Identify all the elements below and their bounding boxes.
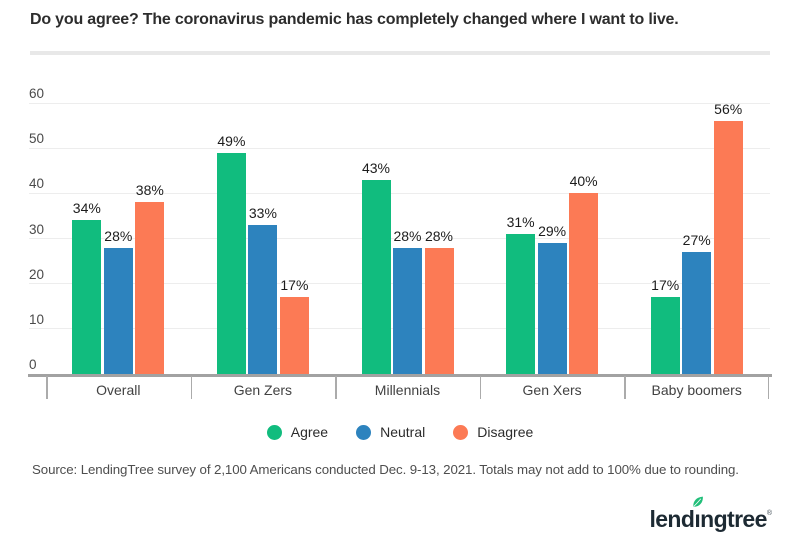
bar-value-label: 28% (424, 227, 454, 244)
bar (650, 297, 680, 374)
legend-item-disagree: Disagree (453, 424, 533, 440)
bar-value-label: 17% (280, 277, 309, 294)
y-axis-tick-label: 50 (29, 131, 45, 147)
bar (279, 297, 309, 374)
legend-item-neutral: Neutral (356, 424, 425, 440)
bar-value-label: 38% (135, 182, 164, 199)
leaf-icon (693, 496, 704, 507)
bar (393, 247, 422, 374)
bar-value-label: 49% (217, 132, 246, 149)
x-axis-category-label: Overall (96, 382, 141, 398)
legend-label: Agree (290, 424, 329, 440)
y-axis-tick-label: 30 (29, 221, 45, 237)
registered-mark: ® (766, 510, 772, 517)
y-axis-tick-label: 20 (29, 266, 45, 282)
y-axis-tick-label: 0 (29, 357, 37, 372)
x-axis-tick (190, 376, 193, 399)
legend: Agree Neutral Disagree (0, 424, 800, 440)
legend-label: Neutral (380, 424, 426, 440)
bar (72, 220, 102, 374)
bar (537, 243, 567, 374)
bar (506, 233, 536, 374)
legend-swatch (453, 424, 469, 440)
bar-value-label: 28% (393, 227, 422, 244)
gridline (29, 147, 770, 149)
x-axis-category-label: Gen Zers (233, 382, 293, 398)
legend-item-agree: Agree (266, 424, 329, 440)
gridline (29, 238, 770, 239)
x-axis-category-label: Baby boomers (651, 382, 742, 398)
bar (424, 247, 454, 374)
plot-area: 0 10 20 30 40 50 60 34% 28% 38% 49% 33% 17% 43% 28% 28%… (0, 86, 800, 374)
source-note: Source: LendingTree survey of 2,100 Amer… (32, 462, 739, 477)
lendingtree-logo: lendı ngtree® (649, 496, 772, 532)
x-axis-line (28, 374, 772, 377)
bar (713, 121, 743, 374)
legend-label: Disagree (477, 424, 534, 440)
bar-value-label: 33% (248, 204, 277, 221)
bar-value-label: 34% (72, 200, 101, 217)
legend-swatch (266, 424, 282, 440)
bar (135, 202, 165, 374)
gridline (29, 102, 770, 104)
bar-value-label: 31% (506, 213, 535, 230)
x-axis-category-label: Millennials (374, 382, 441, 398)
bar (248, 224, 278, 374)
legend-swatch (356, 424, 372, 440)
bar (682, 252, 712, 374)
x-axis-category-label: Gen Xers (522, 382, 582, 398)
chart-title: Do you agree? The coronavirus pandemic h… (30, 11, 679, 28)
bar (569, 193, 599, 374)
bar-value-label: 43% (361, 159, 391, 176)
bar-value-label: 17% (651, 277, 680, 294)
title-divider (30, 51, 770, 55)
logo-text-post: ngtree (700, 506, 767, 532)
y-axis-tick-label: 40 (29, 176, 45, 192)
bar (361, 179, 391, 374)
gridline (29, 192, 770, 194)
bar-value-label: 29% (538, 223, 567, 240)
x-axis: Overall Gen Zers Millennials Gen Xers Baby b… (46, 376, 769, 406)
bar (103, 247, 133, 374)
x-axis-tick (624, 376, 626, 399)
y-axis-tick-label: 60 (29, 86, 45, 101)
x-axis-tick (479, 376, 482, 399)
logo-text-pre: lend (649, 506, 695, 532)
y-axis-tick-label: 10 (29, 311, 45, 327)
bar (216, 152, 246, 374)
bar-value-label: 56% (714, 101, 743, 118)
bar-value-label: 40% (569, 173, 598, 190)
logo-letter-i: ı (693, 496, 704, 532)
x-axis-tick (335, 376, 337, 399)
bar-value-label: 27% (682, 232, 711, 249)
bar-value-label: 28% (104, 227, 133, 244)
x-axis-tick (46, 376, 48, 399)
x-axis-tick (767, 376, 769, 399)
